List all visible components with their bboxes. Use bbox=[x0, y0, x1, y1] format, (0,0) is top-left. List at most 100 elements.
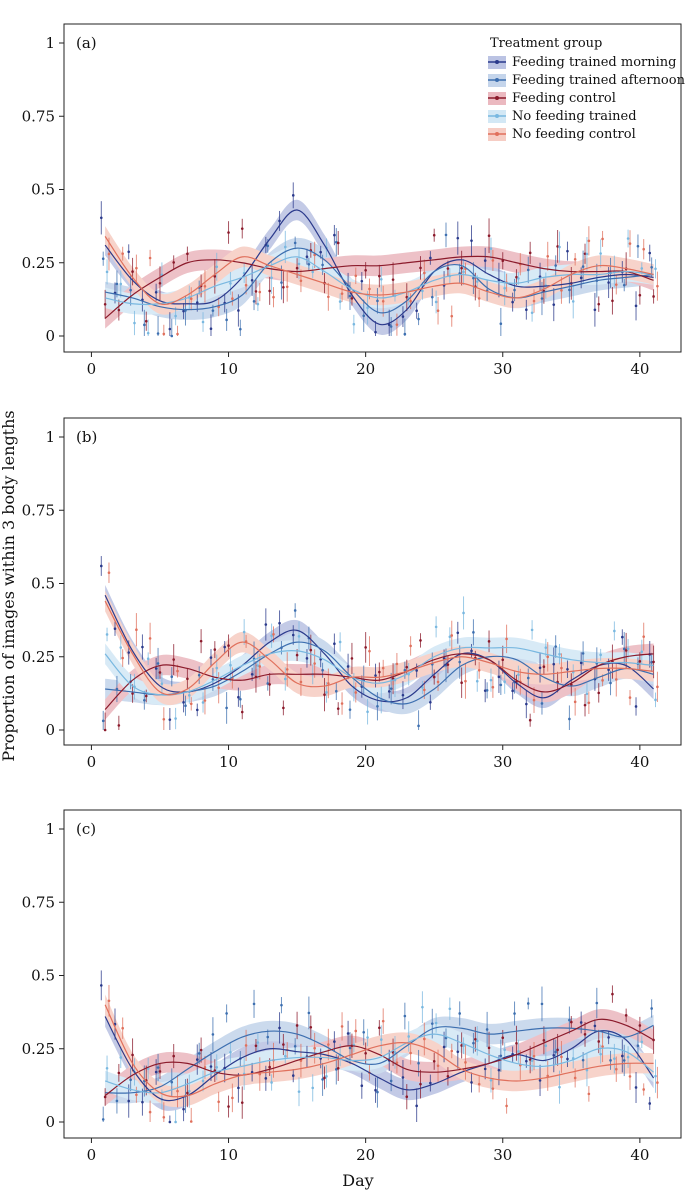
data-point bbox=[450, 1049, 454, 1053]
data-point bbox=[477, 668, 481, 672]
series-lines bbox=[104, 1004, 655, 1102]
y-tick-label: 0.25 bbox=[22, 1040, 55, 1058]
data-point bbox=[127, 250, 131, 254]
data-point bbox=[186, 677, 189, 681]
data-point bbox=[209, 327, 213, 331]
data-point bbox=[121, 656, 124, 660]
data-point bbox=[270, 276, 273, 280]
y-tick-label: 0.25 bbox=[22, 254, 55, 272]
data-point bbox=[189, 297, 193, 301]
data-point bbox=[379, 1038, 383, 1041]
data-point bbox=[614, 1067, 618, 1071]
data-point bbox=[640, 267, 644, 270]
data-point bbox=[607, 1036, 610, 1039]
data-point bbox=[213, 275, 217, 278]
data-point bbox=[156, 332, 160, 335]
x-tick-label: 20 bbox=[356, 753, 375, 771]
data-point bbox=[252, 1002, 256, 1006]
data-point bbox=[189, 702, 193, 706]
data-point bbox=[462, 270, 465, 274]
data-point bbox=[511, 300, 514, 304]
data-point bbox=[421, 289, 424, 293]
data-point bbox=[472, 276, 475, 280]
data-point bbox=[464, 1061, 467, 1064]
data-point bbox=[117, 308, 121, 312]
data-point bbox=[266, 244, 270, 248]
data-point bbox=[450, 634, 454, 637]
data-point bbox=[485, 689, 489, 692]
data-point bbox=[335, 1068, 338, 1071]
data-point bbox=[491, 1087, 495, 1090]
data-point bbox=[403, 668, 407, 672]
data-point bbox=[283, 1054, 287, 1058]
data-point bbox=[336, 707, 340, 710]
line-feeding-control bbox=[104, 653, 654, 710]
data-point bbox=[170, 334, 174, 338]
data-point bbox=[526, 268, 530, 272]
data-point bbox=[364, 1051, 367, 1055]
data-point bbox=[256, 302, 260, 306]
data-point bbox=[381, 1019, 385, 1023]
data-point bbox=[609, 681, 612, 685]
data-point bbox=[174, 1120, 177, 1124]
data-point bbox=[611, 299, 614, 303]
legend: Treatment group Feeding trained morning Fe… bbox=[488, 36, 686, 142]
data-point bbox=[532, 698, 536, 702]
line-feeding-trained-morning bbox=[104, 209, 654, 326]
data-point bbox=[558, 245, 561, 249]
data-point bbox=[446, 267, 450, 270]
data-point bbox=[309, 648, 313, 652]
data-point bbox=[215, 265, 219, 269]
data-point bbox=[634, 705, 638, 708]
data-point bbox=[503, 286, 506, 290]
data-point bbox=[268, 289, 271, 293]
data-point bbox=[143, 698, 146, 702]
data-point bbox=[622, 1059, 626, 1062]
data-point bbox=[460, 1044, 463, 1047]
data-point bbox=[99, 564, 103, 568]
data-point bbox=[237, 309, 240, 312]
data-point bbox=[148, 256, 152, 260]
data-point bbox=[101, 719, 105, 723]
data-point bbox=[593, 308, 597, 312]
data-point bbox=[135, 628, 138, 632]
data-point bbox=[434, 1021, 438, 1025]
data-point bbox=[566, 249, 569, 253]
legend-entry: Feeding trained morning bbox=[512, 55, 676, 70]
data-point bbox=[601, 237, 604, 241]
data-point bbox=[176, 669, 179, 673]
data-point bbox=[568, 288, 571, 292]
data-point bbox=[395, 662, 399, 666]
data-point bbox=[209, 656, 213, 659]
data-point bbox=[430, 295, 434, 299]
data-point bbox=[250, 672, 254, 676]
y-tick-label: 0.25 bbox=[22, 648, 55, 666]
legend-entry: Feeding control bbox=[512, 91, 616, 106]
data-point bbox=[595, 1001, 599, 1005]
data-point bbox=[423, 1037, 426, 1041]
data-point bbox=[362, 1030, 366, 1034]
plot-frame bbox=[63, 23, 682, 353]
data-point bbox=[483, 689, 487, 692]
data-point bbox=[597, 302, 601, 306]
data-point bbox=[162, 1115, 166, 1119]
data-point bbox=[307, 262, 311, 266]
data-point bbox=[225, 318, 228, 322]
data-point bbox=[505, 1104, 508, 1108]
data-point bbox=[252, 300, 256, 303]
data-point bbox=[613, 629, 616, 633]
data-point bbox=[581, 1058, 585, 1062]
data-point bbox=[634, 1086, 638, 1089]
data-point bbox=[340, 292, 344, 295]
x-tick-label: 40 bbox=[630, 753, 649, 771]
data-point bbox=[268, 683, 271, 686]
data-point bbox=[101, 257, 105, 260]
data-point bbox=[240, 227, 244, 230]
data-point bbox=[499, 322, 503, 326]
series-lines bbox=[104, 594, 654, 710]
data-point bbox=[528, 1058, 532, 1061]
data-point bbox=[566, 667, 569, 671]
data-point bbox=[121, 1026, 124, 1030]
